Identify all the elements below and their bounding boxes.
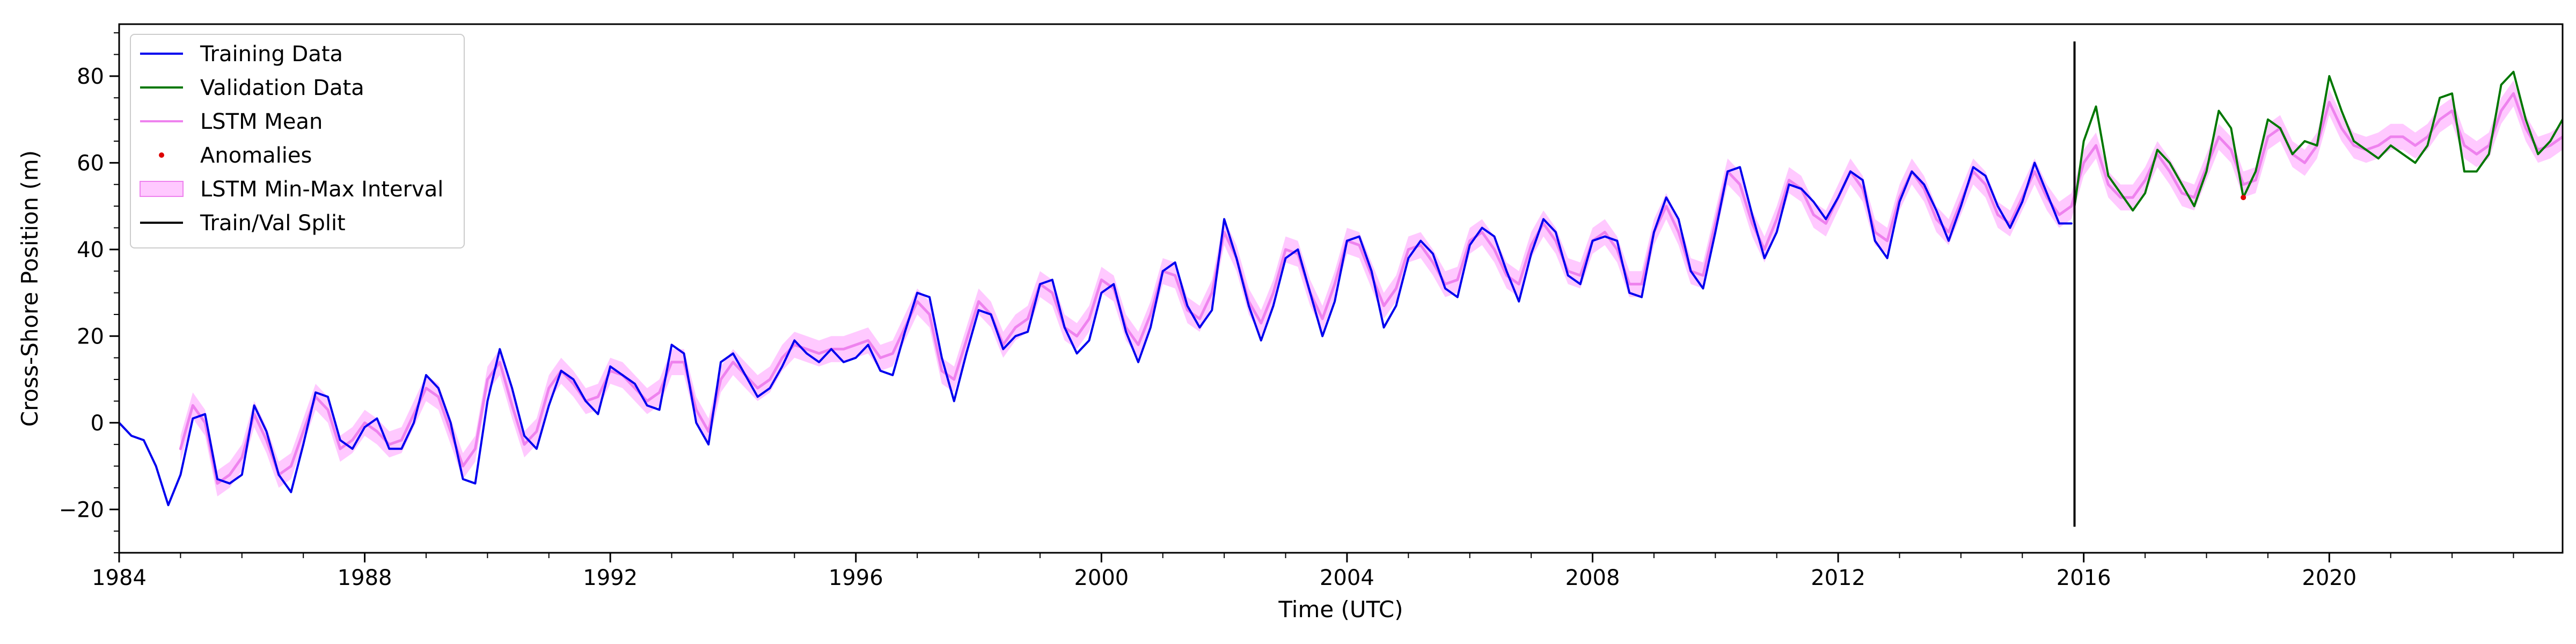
legend-swatch-lstm_band [140,181,184,197]
y-tick-label: 80 [77,64,104,89]
lstm-min-max-band [180,80,2563,497]
y-axis-label: Cross-Shore Position (m) [17,150,43,427]
legend-label: Validation Data [200,76,364,100]
legend-label: LSTM Min-Max Interval [200,177,443,202]
legend-label: Train/Val Split [200,211,346,236]
anomaly-point [2241,194,2246,200]
y-tick-label: 60 [77,151,104,175]
legend-label: Training Data [200,42,343,67]
legend-label: Anomalies [200,143,312,168]
plot-series-group [119,41,2563,527]
y-tick-label: 0 [91,411,104,436]
x-tick-label: 2000 [1074,566,1129,590]
x-tick-label: 1988 [338,566,392,590]
y-tick-label: −20 [59,497,104,522]
x-tick-label: 2008 [1565,566,1620,590]
legend-box [130,34,465,248]
legend: Training Data Validation Data LSTM Mean Ano… [130,34,465,248]
validation-data-line [2073,70,2563,212]
legend-swatch-anomalies [159,152,164,158]
x-axis-label: Time (UTC) [1278,596,1403,623]
y-tick-label: 20 [77,324,104,349]
y-tick-label: 40 [77,238,104,262]
x-tick-label: 2012 [1811,566,1865,590]
axes-frame [118,23,2564,554]
legend-label: LSTM Mean [200,109,323,134]
x-tick-label: 1996 [829,566,883,590]
plot-area [119,41,2563,527]
x-tick-label: 2004 [1320,566,1374,590]
x-tick-label: 2016 [2057,566,2111,590]
x-tick-label: 2020 [2302,566,2357,590]
x-tick-label: 1992 [583,566,638,590]
axes: 1984 1988 1992 1996 2000 2004 2008 2012 2016 2020… [59,23,2564,590]
training-data-line [119,162,2073,507]
x-tick-label: 1984 [92,566,147,590]
